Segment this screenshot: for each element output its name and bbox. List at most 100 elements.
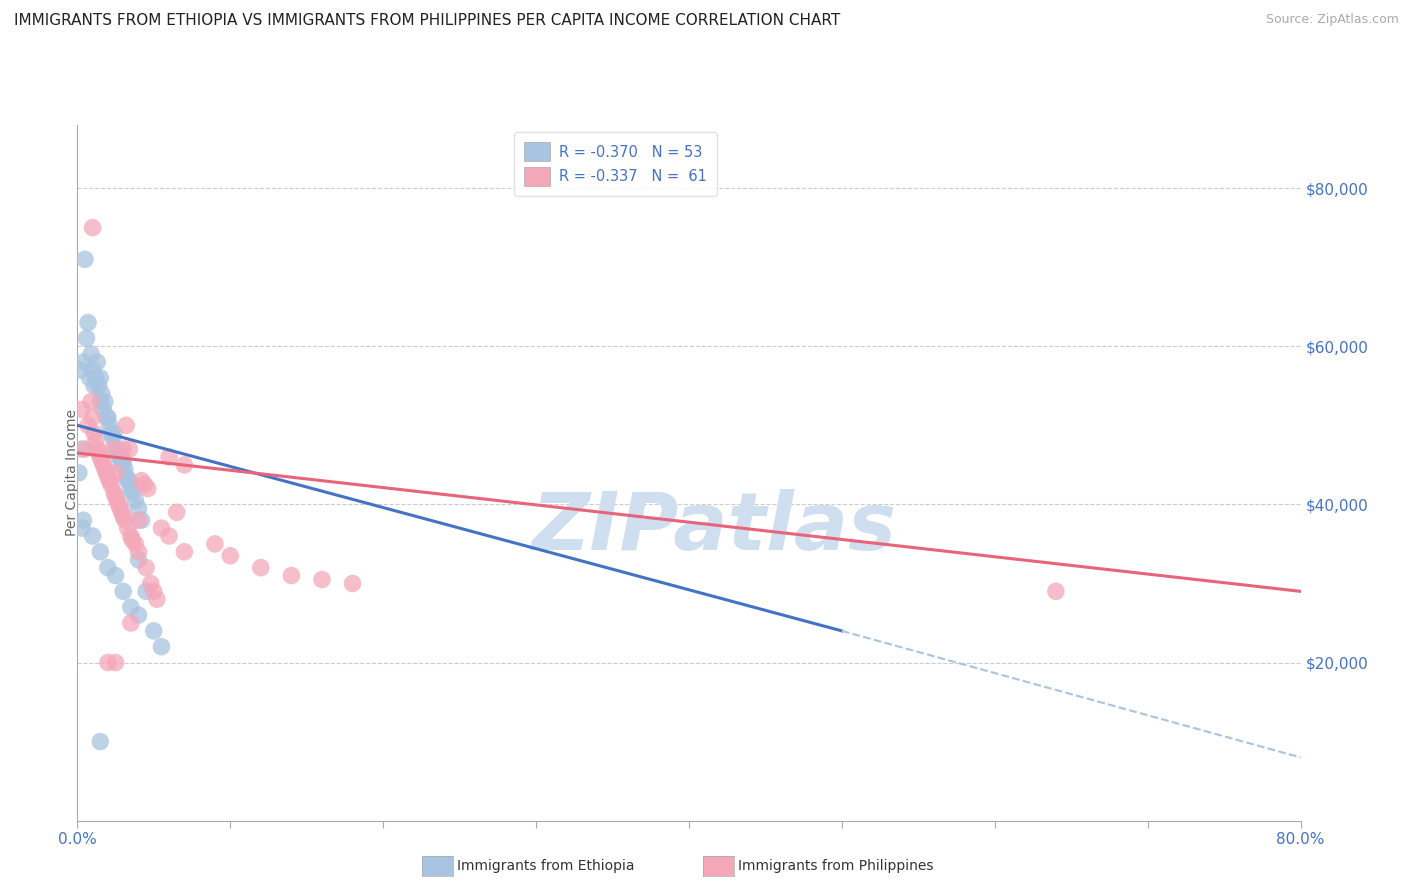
- Point: [136, 482, 159, 496]
- Point: [89, 450, 111, 464]
- Point: [114, 513, 136, 527]
- Point: [173, 458, 195, 472]
- Point: [80, 347, 103, 361]
- Point: [146, 592, 169, 607]
- Point: [82, 410, 104, 425]
- Point: [108, 450, 131, 464]
- Point: [82, 529, 104, 543]
- Point: [89, 371, 111, 385]
- Point: [1045, 584, 1067, 599]
- Point: [104, 442, 127, 456]
- Point: [96, 466, 118, 480]
- Point: [104, 656, 127, 670]
- Point: [250, 560, 273, 574]
- Point: [157, 529, 180, 543]
- Point: [97, 656, 120, 670]
- Point: [105, 493, 128, 508]
- Point: [97, 410, 120, 425]
- Point: [100, 477, 122, 491]
- Text: Immigrants from Philippines: Immigrants from Philippines: [738, 859, 934, 873]
- Point: [112, 454, 135, 468]
- Point: [90, 386, 112, 401]
- Point: [115, 469, 138, 483]
- Point: [342, 576, 364, 591]
- Point: [120, 529, 142, 543]
- Point: [86, 442, 108, 456]
- Point: [108, 501, 131, 516]
- Point: [94, 394, 117, 409]
- Point: [72, 355, 94, 369]
- Point: [70, 402, 93, 417]
- Point: [70, 442, 93, 456]
- Point: [120, 615, 142, 630]
- Point: [173, 545, 195, 559]
- Point: [107, 497, 129, 511]
- Point: [134, 477, 156, 491]
- Text: Immigrants from Ethiopia: Immigrants from Ethiopia: [457, 859, 634, 873]
- Point: [131, 474, 153, 488]
- Point: [73, 252, 96, 267]
- Legend: R = -0.370   N = 53, R = -0.337   N =  61: R = -0.370 N = 53, R = -0.337 N = 61: [515, 132, 717, 196]
- Point: [100, 426, 122, 441]
- Point: [72, 513, 94, 527]
- Point: [97, 560, 120, 574]
- Point: [73, 442, 96, 456]
- Point: [82, 220, 104, 235]
- Point: [91, 402, 114, 417]
- Point: [120, 600, 142, 615]
- Point: [112, 509, 135, 524]
- Point: [79, 371, 101, 385]
- Point: [98, 418, 121, 433]
- Point: [87, 379, 110, 393]
- Point: [117, 474, 139, 488]
- Point: [114, 462, 136, 476]
- Point: [118, 474, 141, 488]
- Point: [128, 552, 150, 567]
- Point: [90, 454, 112, 468]
- Point: [120, 482, 142, 496]
- Point: [101, 442, 124, 456]
- Point: [67, 466, 90, 480]
- Point: [89, 394, 111, 409]
- Point: [104, 490, 127, 504]
- Text: IMMIGRANTS FROM ETHIOPIA VS IMMIGRANTS FROM PHILIPPINES PER CAPITA INCOME CORREL: IMMIGRANTS FROM ETHIOPIA VS IMMIGRANTS F…: [14, 13, 841, 29]
- Point: [128, 501, 150, 516]
- Point: [124, 537, 146, 551]
- Point: [117, 521, 139, 535]
- Y-axis label: Per Capita Income: Per Capita Income: [65, 409, 79, 536]
- Point: [83, 379, 105, 393]
- Point: [142, 624, 165, 638]
- Point: [111, 505, 134, 519]
- Point: [311, 573, 333, 587]
- Point: [107, 450, 129, 464]
- Point: [105, 442, 128, 456]
- Point: [76, 331, 98, 345]
- Point: [204, 537, 226, 551]
- Point: [157, 450, 180, 464]
- Point: [94, 462, 117, 476]
- Point: [128, 513, 150, 527]
- Point: [131, 513, 153, 527]
- Point: [98, 474, 121, 488]
- Point: [118, 442, 141, 456]
- Point: [104, 466, 127, 480]
- Point: [139, 576, 162, 591]
- Point: [103, 485, 125, 500]
- Point: [83, 426, 105, 441]
- Text: Source: ZipAtlas.com: Source: ZipAtlas.com: [1265, 13, 1399, 27]
- Point: [80, 394, 103, 409]
- Point: [150, 521, 173, 535]
- Point: [86, 355, 108, 369]
- Point: [77, 418, 100, 433]
- Point: [84, 434, 107, 449]
- Point: [103, 426, 125, 441]
- Text: ZIPatlas: ZIPatlas: [531, 490, 896, 567]
- Point: [82, 363, 104, 377]
- Point: [89, 734, 111, 748]
- Point: [101, 430, 124, 444]
- Point: [69, 363, 91, 377]
- Point: [128, 545, 150, 559]
- Point: [135, 560, 157, 574]
- Point: [87, 446, 110, 460]
- Point: [142, 584, 165, 599]
